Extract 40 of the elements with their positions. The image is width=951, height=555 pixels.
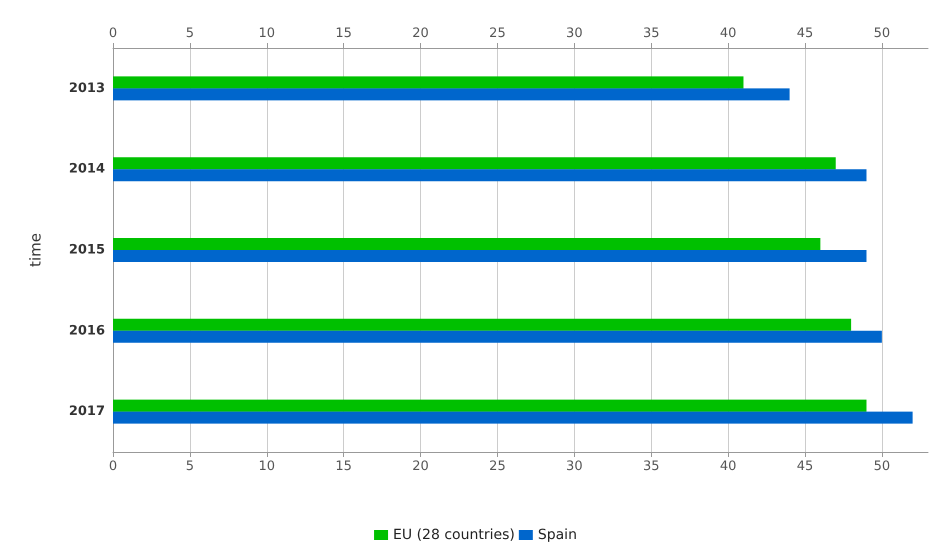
x2-tick-label: 35 <box>642 26 660 41</box>
y-axis-title: time <box>26 233 44 267</box>
x2-tick-label: 0 <box>108 26 118 41</box>
x2-tick-label: 25 <box>489 26 506 41</box>
bar <box>113 330 882 343</box>
x-tick-label: 15 <box>335 459 352 474</box>
x-tick-label: 0 <box>108 459 118 474</box>
x2-tick-label: 50 <box>874 26 890 41</box>
bar <box>113 169 866 182</box>
x-tick-label: 5 <box>186 459 194 474</box>
bar <box>113 400 866 412</box>
x-tick-label: 10 <box>258 459 276 474</box>
x2-tick-label: 30 <box>566 26 583 41</box>
y-tick-label: 2015 <box>68 242 105 258</box>
x2-tick-label: 40 <box>720 26 736 41</box>
bar <box>113 250 866 262</box>
x2-tick-label: 5 <box>186 26 194 41</box>
y-tick-label: 2016 <box>68 323 105 338</box>
x-tick-label: 35 <box>642 459 660 474</box>
legend-label: EU (28 countries) <box>393 527 515 543</box>
x-tick-label: 45 <box>796 459 814 474</box>
y-tick-label: 2017 <box>68 404 105 420</box>
bar <box>113 412 913 424</box>
bar <box>113 76 744 88</box>
x-tick-label: 20 <box>412 459 429 474</box>
x-tick-label: 25 <box>489 459 506 474</box>
x2-tick-label: 20 <box>412 26 429 41</box>
x-tick-label: 40 <box>720 459 736 474</box>
bar <box>113 157 836 170</box>
x2-tick-label: 15 <box>335 26 352 41</box>
x-tick-label: 30 <box>566 459 583 474</box>
x2-tick-label: 45 <box>796 26 814 41</box>
y-tick-label: 2013 <box>68 80 105 96</box>
bar <box>113 238 820 250</box>
x2-tick-label: 10 <box>258 26 276 41</box>
bar <box>113 88 790 100</box>
y-tick-label: 2014 <box>68 162 105 177</box>
bar <box>113 318 852 331</box>
legend-label: Spain <box>538 527 577 543</box>
x-tick-label: 50 <box>874 459 890 474</box>
